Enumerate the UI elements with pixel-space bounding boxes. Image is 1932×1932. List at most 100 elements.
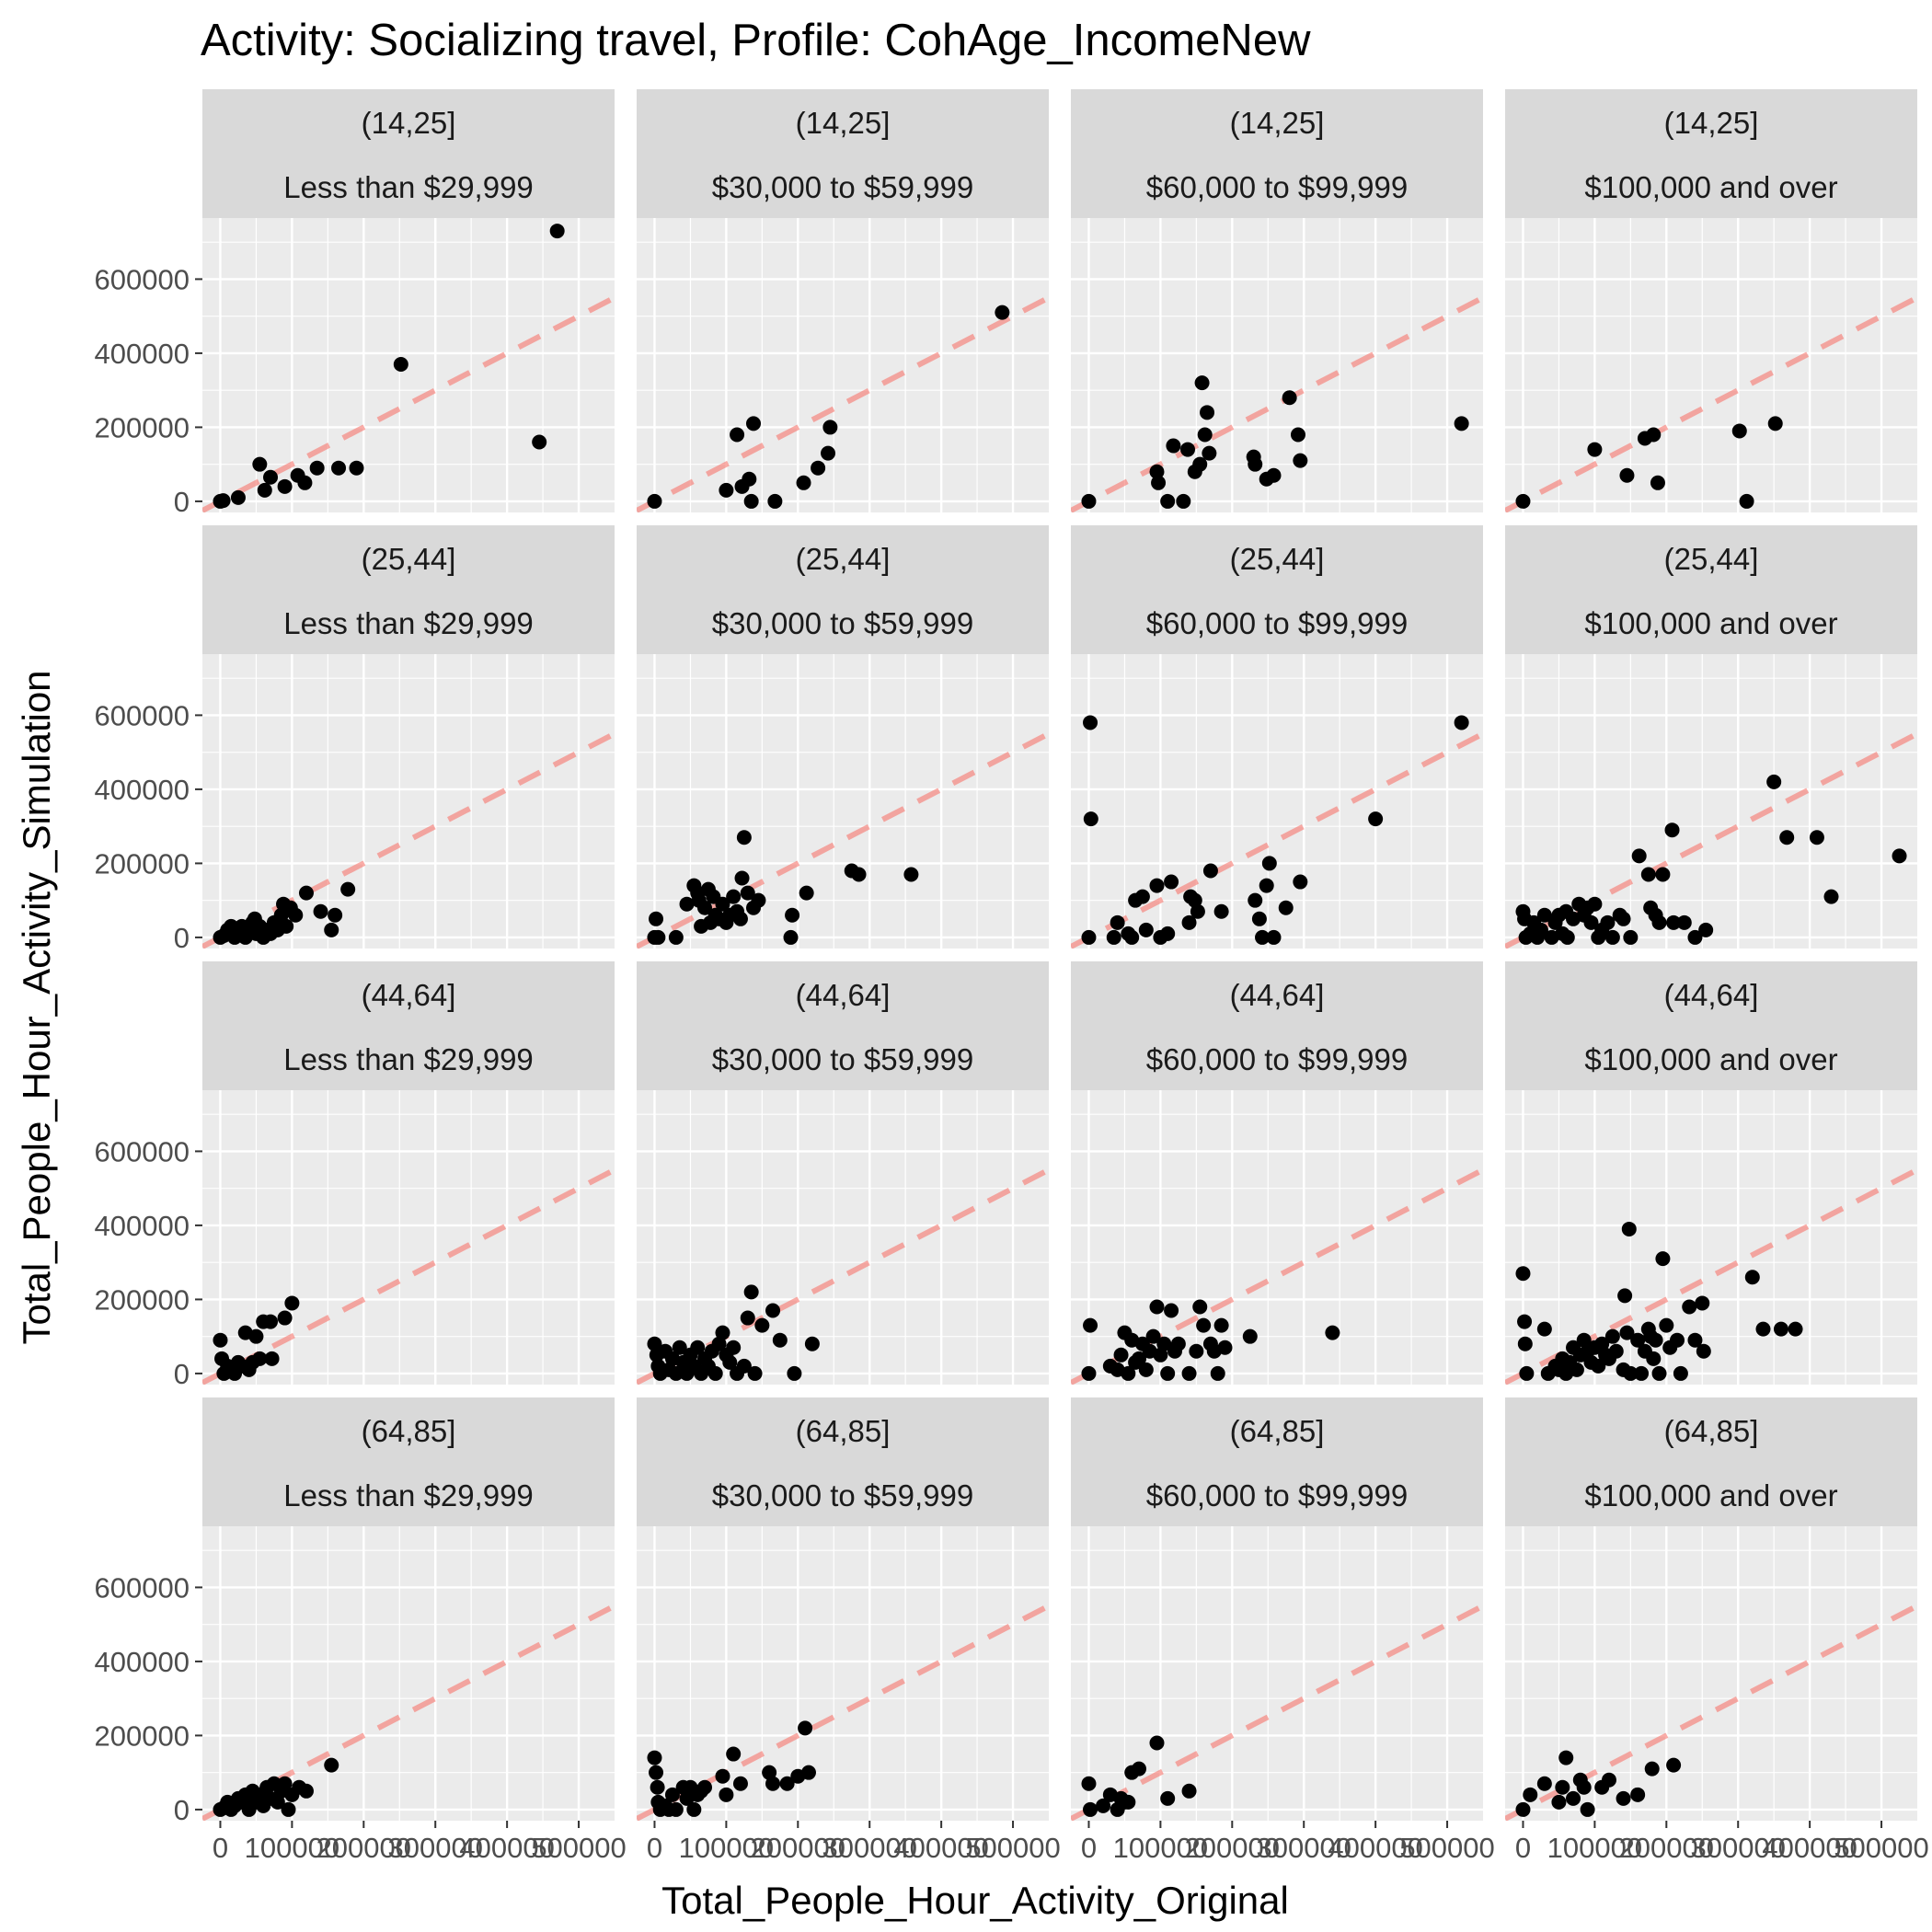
data-point — [649, 1765, 664, 1780]
data-point — [726, 1340, 742, 1355]
data-point — [1190, 903, 1205, 919]
data-point — [1623, 1365, 1639, 1381]
data-point — [1608, 1343, 1624, 1359]
data-point — [1892, 848, 1907, 864]
data-point — [1583, 914, 1599, 930]
panel-gridlines — [1505, 1090, 1917, 1385]
data-point — [664, 1787, 680, 1802]
data-points — [213, 224, 565, 509]
data-points — [1081, 375, 1469, 509]
data-point — [742, 471, 757, 487]
strip-label-age: (14,25] — [796, 106, 891, 140]
data-point — [743, 493, 759, 509]
data-point — [668, 1801, 684, 1817]
panel-background — [202, 654, 615, 949]
y-tick-label: 0 — [174, 922, 190, 954]
panel-background — [637, 1090, 1049, 1385]
facet-panel: (14,25] $30,000 to $59,999 — [637, 89, 1049, 512]
data-points — [647, 305, 1010, 509]
data-point — [1138, 1362, 1154, 1377]
strip-label-income: Less than $29,999 — [283, 1478, 534, 1512]
data-point — [647, 1750, 662, 1765]
strip-label-age: (44,64] — [1664, 978, 1759, 1012]
data-point — [715, 896, 730, 912]
facet-panel: (14,25] $100,000 and over — [1505, 89, 1917, 512]
data-point — [1616, 911, 1631, 926]
data-points — [1515, 774, 1907, 945]
data-point — [1145, 1328, 1161, 1344]
data-point — [1551, 1794, 1567, 1810]
strip-label-age: (25,44] — [796, 542, 891, 576]
data-point — [1779, 830, 1795, 845]
x-tick-label: 100000 — [1547, 1832, 1642, 1864]
data-point — [1517, 1336, 1533, 1351]
data-point — [1687, 929, 1703, 945]
data-point — [331, 460, 347, 476]
panel-background — [637, 218, 1049, 512]
facet-panel: (64,85] $30,000 to $59,999 — [637, 1397, 1049, 1821]
data-point — [257, 482, 272, 498]
y-tick-label: 400000 — [95, 1646, 190, 1678]
y-tick-label: 600000 — [95, 699, 190, 731]
y-tick-label: 600000 — [95, 1135, 190, 1167]
data-point — [1181, 914, 1197, 930]
data-point — [796, 475, 811, 490]
data-point — [672, 1340, 687, 1355]
data-point — [668, 929, 684, 945]
data-point — [1454, 715, 1469, 730]
data-point — [800, 1765, 816, 1780]
panel-gridlines — [1071, 218, 1483, 512]
strip-label-income: Less than $29,999 — [283, 170, 534, 204]
data-point — [1217, 1340, 1233, 1355]
data-point — [1536, 1776, 1552, 1791]
data-point — [1251, 911, 1267, 926]
strip-label-age: (14,25] — [362, 106, 456, 140]
data-point — [1617, 1288, 1633, 1304]
strip-label-age: (14,25] — [1664, 106, 1759, 140]
strip-label-income: $100,000 and over — [1584, 1478, 1837, 1512]
data-point — [751, 892, 766, 908]
data-point — [715, 1768, 730, 1784]
data-point — [277, 1310, 293, 1326]
strip-label-income: Less than $29,999 — [283, 606, 534, 640]
panel-gridlines — [202, 654, 615, 949]
data-point — [328, 907, 343, 923]
strip-background — [1505, 1397, 1917, 1526]
data-point — [1106, 929, 1121, 945]
data-point — [711, 1336, 727, 1351]
data-point — [1648, 1332, 1663, 1348]
data-point — [1631, 848, 1647, 864]
data-point — [1682, 1299, 1697, 1315]
data-point — [1696, 1343, 1711, 1359]
x-tick-label: 300000 — [822, 1832, 916, 1864]
data-point — [1132, 1761, 1147, 1777]
data-point — [1646, 427, 1662, 443]
data-point — [1081, 493, 1097, 509]
y-tick-label: 200000 — [95, 1283, 190, 1316]
data-point — [1181, 1365, 1197, 1381]
data-point — [1533, 922, 1548, 937]
y-axis-title: Total_People_Hour_Activity_Simulation — [15, 670, 58, 1344]
data-point — [1650, 475, 1665, 490]
data-point — [1536, 1321, 1552, 1337]
strip-background — [202, 89, 615, 218]
data-point — [1121, 1794, 1136, 1810]
strip-label-income: $30,000 to $59,999 — [712, 1478, 973, 1512]
data-point — [1646, 1351, 1662, 1366]
data-point — [1594, 1336, 1610, 1351]
data-point — [804, 1336, 820, 1351]
data-point — [736, 830, 752, 845]
data-points — [1515, 1221, 1803, 1381]
data-point — [740, 1310, 755, 1326]
data-point — [1266, 467, 1282, 483]
data-point — [719, 1787, 734, 1802]
x-tick-label: 500000 — [1399, 1832, 1494, 1864]
strip-background — [1071, 89, 1483, 218]
data-point — [1179, 442, 1195, 457]
data-point — [1559, 929, 1575, 945]
data-point — [1149, 1299, 1165, 1315]
x-tick-label: 0 — [213, 1832, 228, 1864]
x-tick-label: 400000 — [459, 1832, 554, 1864]
data-point — [1666, 1757, 1682, 1773]
data-point — [1124, 929, 1140, 945]
